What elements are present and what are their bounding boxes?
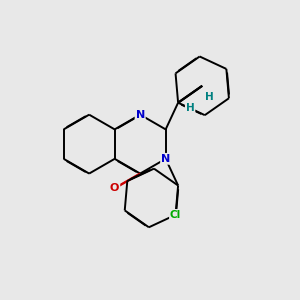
Text: H: H <box>206 92 214 102</box>
Text: Cl: Cl <box>170 210 181 220</box>
Text: O: O <box>110 183 119 193</box>
Text: H: H <box>186 103 194 113</box>
Text: N: N <box>161 154 170 164</box>
Text: N: N <box>136 110 145 120</box>
